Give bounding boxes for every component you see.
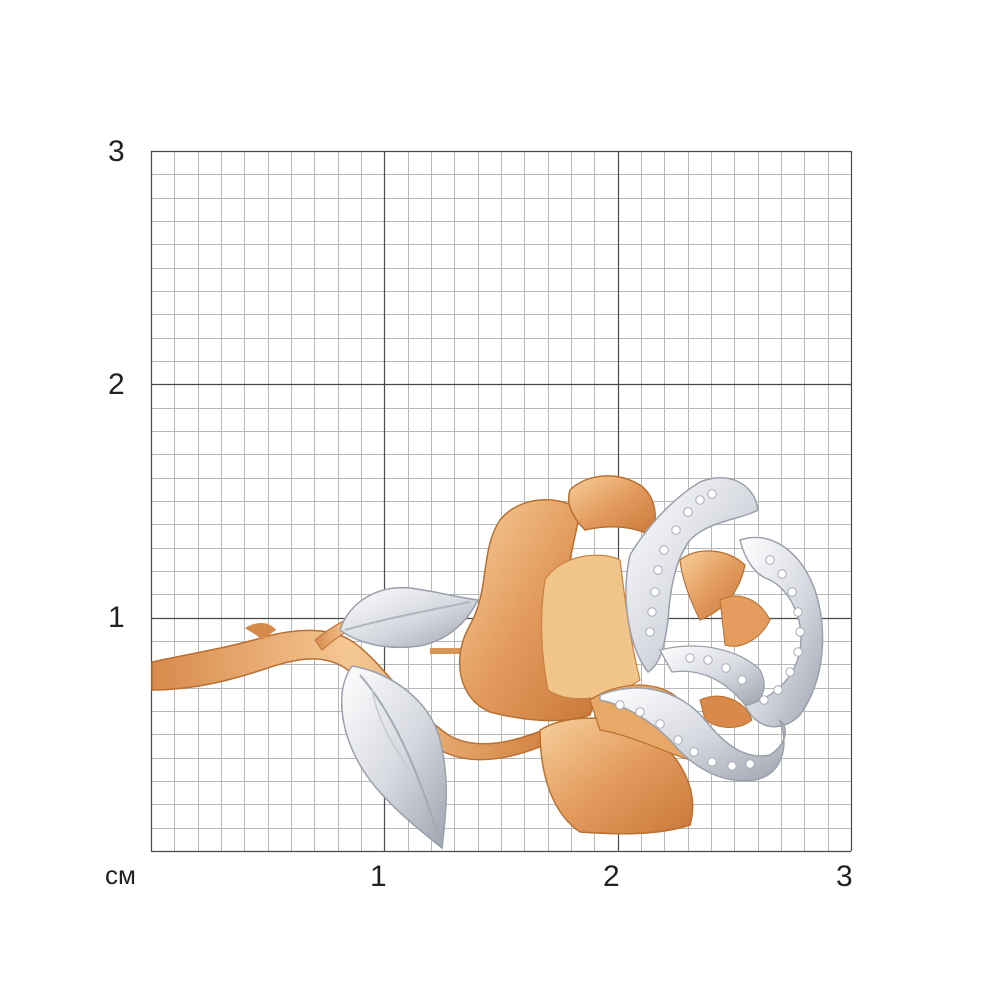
rose-brooch-icon: [151, 475, 824, 850]
diamond-stone: [793, 607, 803, 617]
diamond-stone: [765, 555, 775, 565]
flower-white-petals: [599, 477, 824, 782]
diamond-stones: [615, 489, 805, 771]
unit-label: см: [105, 860, 136, 890]
diamond-stone: [653, 565, 663, 575]
y-tick-3: 3: [108, 135, 125, 168]
x-tick-1: 1: [370, 860, 387, 893]
x-tick-2: 2: [603, 860, 620, 893]
diamond-stone: [615, 700, 625, 710]
x-tick-3: 3: [836, 860, 853, 893]
diamond-stone: [655, 719, 665, 729]
diamond-stone: [645, 627, 655, 637]
leaf-lower: [341, 665, 448, 850]
diamond-stone: [785, 667, 795, 677]
diamond-stone: [659, 545, 669, 555]
diamond-stone: [685, 653, 695, 663]
flower-gold-petals: [458, 475, 771, 835]
diamond-stone: [689, 747, 699, 757]
diamond-stone: [683, 507, 693, 517]
diamond-stone: [795, 627, 805, 637]
diamond-stone: [745, 759, 755, 769]
diamond-stone: [727, 761, 737, 771]
diamond-stone: [695, 495, 705, 505]
diamond-stone: [703, 655, 713, 665]
leaf-upper: [339, 586, 480, 649]
diamond-stone: [707, 757, 717, 767]
diamond-stone: [647, 607, 657, 617]
y-tick-1: 1: [108, 601, 125, 634]
diamond-stone: [707, 489, 717, 499]
diamond-stone: [773, 685, 783, 695]
diamond-stone: [737, 675, 747, 685]
y-tick-2: 2: [108, 368, 125, 401]
diamond-stone: [777, 569, 787, 579]
diamond-stone: [650, 587, 660, 597]
diamond-stone: [673, 735, 683, 745]
diamond-stone: [787, 587, 797, 597]
diamond-stone: [759, 695, 769, 705]
diamond-stone: [635, 707, 645, 717]
diamond-stone: [671, 525, 681, 535]
diamond-stone: [793, 647, 803, 657]
diamond-stone: [721, 663, 731, 673]
